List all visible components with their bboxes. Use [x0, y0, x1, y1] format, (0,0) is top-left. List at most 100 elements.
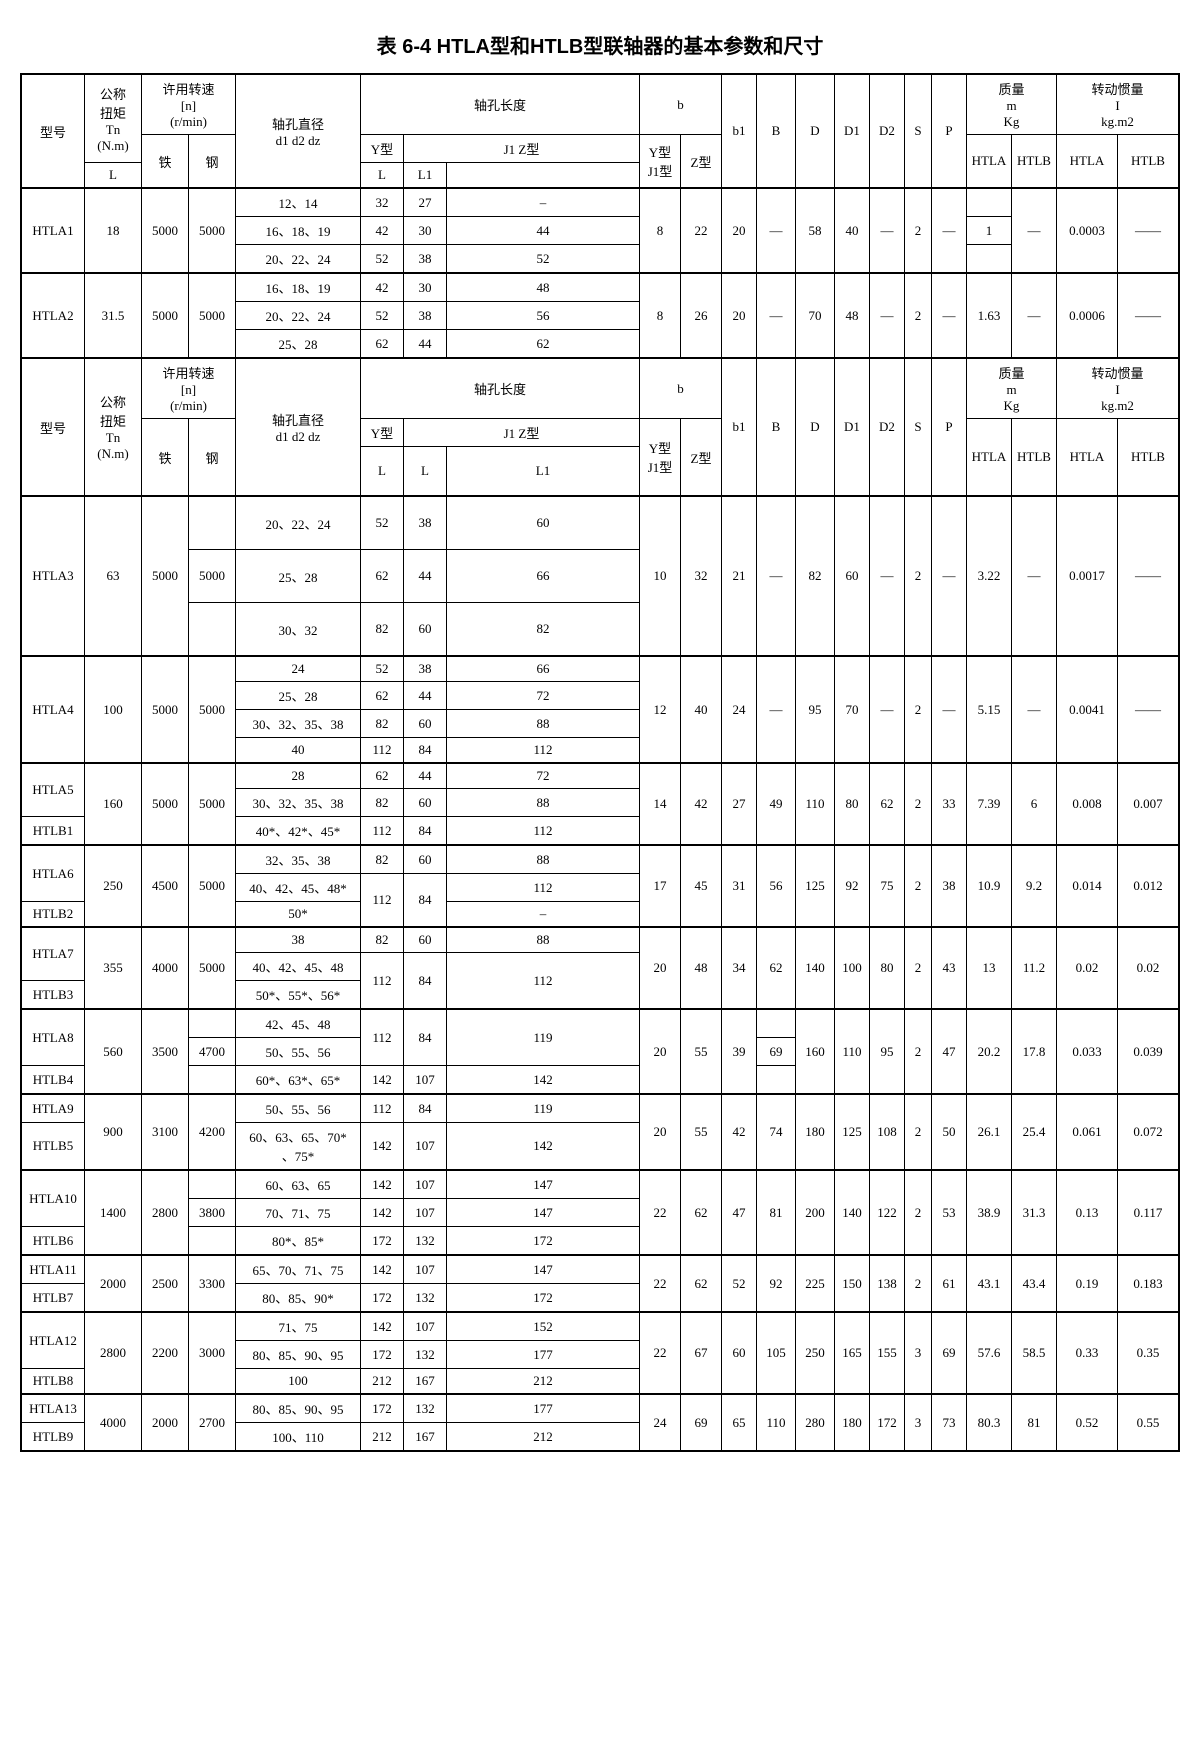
col-mass: 质量 m Kg	[967, 74, 1057, 135]
cell-model: HTLB1	[21, 817, 85, 846]
cell: 48	[447, 273, 640, 302]
col-mB: HTLB	[1012, 135, 1057, 189]
cell: 25、28	[236, 682, 361, 710]
cell: 50、55、56	[236, 1094, 361, 1123]
cell: 5000	[189, 763, 236, 845]
cell: 14	[640, 763, 681, 845]
cell: 52	[447, 245, 640, 274]
cell: 62	[757, 927, 796, 1009]
cell: 24	[722, 656, 757, 763]
cell: 52	[361, 656, 404, 682]
cell: 82	[361, 845, 404, 874]
cell: 2	[905, 656, 932, 763]
cell: 3500	[142, 1009, 189, 1094]
cell: 2	[905, 273, 932, 358]
cell: 60	[404, 603, 447, 657]
cell: 172	[361, 1341, 404, 1369]
cell: 61	[932, 1255, 967, 1312]
cell: —	[932, 496, 967, 656]
col-iron: 铁	[142, 419, 189, 497]
cell: 62	[681, 1170, 722, 1255]
col-D1: D1	[835, 358, 870, 496]
cell: ——	[1118, 188, 1180, 273]
cell: 44	[404, 330, 447, 359]
cell: 119	[447, 1009, 640, 1066]
cell: 60、63、65	[236, 1170, 361, 1199]
col-Y: Y型	[361, 135, 404, 163]
cell: 70、71、75	[236, 1199, 361, 1227]
cell: 0.008	[1057, 763, 1118, 845]
cell: 2000	[142, 1394, 189, 1451]
cell: —	[757, 273, 796, 358]
cell-model: HTLA4	[21, 656, 85, 763]
cell: 50*、55*、56*	[236, 981, 361, 1010]
cell: 82	[447, 603, 640, 657]
cell: 140	[835, 1170, 870, 1255]
cell: 55	[681, 1094, 722, 1170]
cell: 95	[796, 656, 835, 763]
cell: 212	[447, 1423, 640, 1452]
cell: 225	[796, 1255, 835, 1312]
col-mass: 质量 m Kg	[967, 358, 1057, 419]
cell: 0.012	[1118, 845, 1180, 927]
cell: 5000	[189, 656, 236, 763]
cell: 82	[361, 789, 404, 817]
col-torque: 公称 扭矩 Tn (N.m)	[85, 358, 142, 496]
cell: 42	[361, 217, 404, 245]
cell: 20	[640, 1094, 681, 1170]
cell: 31.3	[1012, 1170, 1057, 1255]
cell: 38	[404, 302, 447, 330]
cell: –	[447, 188, 640, 217]
cell: 26.1	[967, 1094, 1012, 1170]
cell: 900	[85, 1094, 142, 1170]
coupling-spec-table: 型号 公称 扭矩 Tn (N.m) 许用转速 [n] (r/min) 轴孔直径 …	[20, 73, 1180, 1452]
cell: 80、85、90、95	[236, 1394, 361, 1423]
cell: 69	[681, 1394, 722, 1451]
cell: 20	[640, 1009, 681, 1094]
cell: 53	[932, 1170, 967, 1255]
col-iron: 铁	[142, 135, 189, 189]
cell: 112	[447, 874, 640, 902]
cell: 72	[447, 763, 640, 789]
cell: 3	[905, 1312, 932, 1394]
cell-model: HTLA5	[21, 763, 85, 817]
col-L: L	[361, 447, 404, 497]
cell: 56	[447, 302, 640, 330]
cell: 60	[404, 927, 447, 953]
cell: 40	[835, 188, 870, 273]
cell: 2	[905, 927, 932, 1009]
cell	[189, 1170, 236, 1199]
cell: 155	[870, 1312, 905, 1394]
cell: 5000	[142, 496, 189, 656]
cell	[967, 245, 1012, 274]
cell: 40、42、45、48*	[236, 874, 361, 902]
col-L1: L1	[447, 447, 640, 497]
cell: 160	[85, 763, 142, 845]
cell: 2	[905, 845, 932, 927]
cell: 9.2	[1012, 845, 1057, 927]
cell: 100	[85, 656, 142, 763]
cell: 180	[835, 1394, 870, 1451]
cell: 2	[905, 1094, 932, 1170]
cell: 73	[932, 1394, 967, 1451]
cell: 67	[681, 1312, 722, 1394]
cell: 47	[932, 1009, 967, 1094]
cell: 140	[796, 927, 835, 1009]
cell: 40	[236, 738, 361, 764]
cell: 8	[640, 273, 681, 358]
cell: 132	[404, 1394, 447, 1423]
cell-model: HTLA7	[21, 927, 85, 981]
cell: 33	[932, 763, 967, 845]
cell: 30、32、35、38	[236, 789, 361, 817]
cell: 80*、85*	[236, 1227, 361, 1256]
cell-model: HTLA12	[21, 1312, 85, 1369]
cell: 3000	[189, 1312, 236, 1394]
cell: 42	[681, 763, 722, 845]
cell: 107	[404, 1123, 447, 1171]
cell: 74	[757, 1094, 796, 1170]
cell: 2	[905, 188, 932, 273]
cell: 0.02	[1118, 927, 1180, 1009]
col-steel: 钢	[189, 419, 236, 497]
cell-model: HTLB7	[21, 1284, 85, 1313]
cell: 5000	[189, 188, 236, 273]
